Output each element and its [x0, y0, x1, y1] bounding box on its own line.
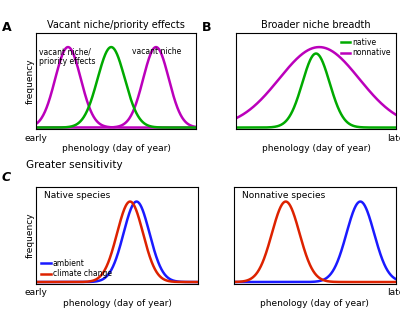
X-axis label: phenology (day of year): phenology (day of year): [262, 144, 370, 154]
Text: Greater sensitivity: Greater sensitivity: [26, 160, 123, 170]
Title: Vacant niche/priority effects: Vacant niche/priority effects: [47, 21, 185, 30]
Text: C: C: [2, 171, 11, 184]
Legend: native, nonnative: native, nonnative: [339, 37, 392, 59]
Text: vacant niche/
priority effects: vacant niche/ priority effects: [39, 47, 96, 67]
X-axis label: phenology (day of year): phenology (day of year): [260, 299, 369, 308]
Text: Native species: Native species: [44, 191, 110, 200]
Text: A: A: [2, 21, 12, 34]
Text: Nonnative species: Nonnative species: [242, 191, 325, 200]
Text: B: B: [202, 21, 212, 34]
Legend: ambient, climate change: ambient, climate change: [40, 257, 113, 280]
Text: vacant niche: vacant niche: [132, 47, 181, 56]
Title: Broader niche breadth: Broader niche breadth: [261, 21, 371, 30]
X-axis label: phenology (day of year): phenology (day of year): [62, 144, 170, 154]
Y-axis label: frequency: frequency: [26, 58, 35, 104]
X-axis label: phenology (day of year): phenology (day of year): [63, 299, 172, 308]
Y-axis label: frequency: frequency: [26, 213, 35, 258]
